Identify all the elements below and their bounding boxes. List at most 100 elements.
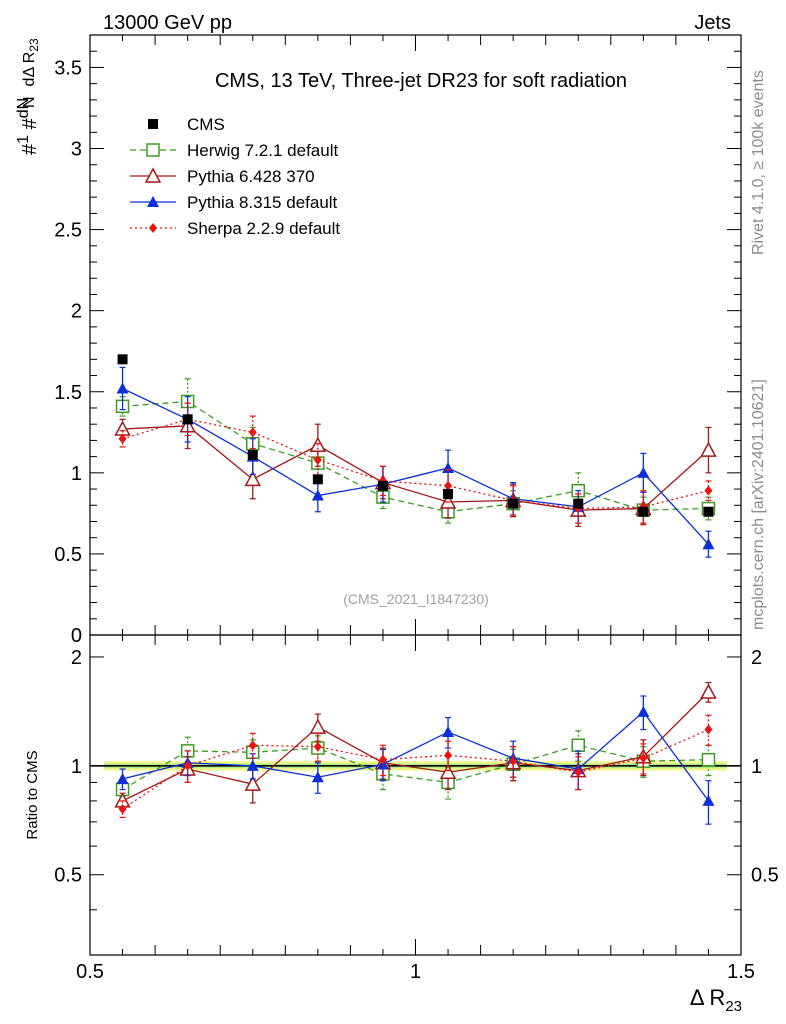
data-point (700, 441, 717, 457)
ratio-point (116, 772, 129, 784)
ratio-point (444, 750, 453, 761)
ratio-point (248, 740, 257, 751)
legend-marker (146, 143, 160, 157)
ratio-series-group (114, 681, 717, 825)
header-beam: 13000 GeV pp (103, 12, 232, 34)
ratio-point (378, 754, 387, 765)
legend-label: Herwig 7.2.1 default (187, 141, 338, 160)
x-axis-label: Δ R23 (690, 985, 742, 1015)
ratio-point (700, 683, 717, 699)
legend-item-2: Pythia 8.315 default (130, 193, 338, 212)
ratio-series-3 (118, 714, 713, 819)
ratio-tick-label: 0.5 (54, 865, 82, 887)
series-3 (118, 402, 713, 524)
ratio-y-axis-label: Ratio to CMS (24, 750, 41, 839)
series-line (122, 425, 709, 511)
ratio-point (313, 741, 322, 752)
y-axis-label-denominator: NdΔ R23 (21, 38, 41, 108)
ratio-line (122, 744, 709, 791)
cms-data-point (377, 480, 388, 491)
y-axis-label: #1 #dN NdΔ R23 (15, 38, 41, 155)
legend-item-0: Herwig 7.2.1 default (130, 141, 338, 160)
ratio-tick-label: 1 (71, 756, 82, 778)
ratio-tick-label-right: 2 (751, 647, 762, 669)
y-tick-label: 3 (71, 139, 82, 161)
rivet-version-label: Rivet 4.1.0, ≥ 100k events (750, 70, 767, 255)
legend-marker-cms (148, 119, 158, 129)
x-tick-label: 1 (410, 961, 421, 983)
data-point (313, 454, 322, 465)
ratio-point (442, 726, 455, 738)
legend-marker (147, 196, 159, 207)
y-tick-label: 3.5 (54, 57, 82, 79)
ratio-line (122, 710, 709, 802)
series-line (122, 418, 709, 510)
legend-label: Sherpa 2.2.9 default (187, 219, 340, 238)
ratio-point (571, 738, 585, 753)
x-tick-label: 0.5 (76, 961, 104, 983)
header-process: Jets (694, 12, 731, 34)
y-axis-label-text: #1 #dN (15, 98, 41, 155)
y-tick-label: 1.5 (54, 382, 82, 404)
legend-label: Pythia 8.315 default (187, 193, 338, 212)
y-tick-label: 0 (71, 625, 82, 647)
ratio-point (509, 756, 518, 767)
data-point (116, 382, 129, 394)
ratio-point (637, 705, 650, 717)
data-point (248, 427, 257, 438)
ratio-point (574, 767, 583, 778)
data-point (244, 470, 262, 487)
cms-data-point (703, 506, 714, 517)
ratio-point (701, 752, 716, 767)
cms-data-point (573, 498, 584, 509)
cms-data-point (443, 488, 454, 499)
series-2 (116, 366, 715, 558)
ratio-line (122, 728, 709, 810)
legend-marker (144, 167, 162, 183)
legend-item-1: Pythia 6.428 370 (130, 167, 315, 186)
cms-data-point (508, 498, 519, 509)
ratio-point (118, 803, 127, 814)
cms-data-point (247, 450, 258, 460)
data-point (311, 489, 324, 501)
data-point (704, 485, 713, 496)
ratio-point (309, 718, 327, 734)
ratio-point (639, 753, 648, 764)
ratio-point (183, 760, 192, 771)
series-0 (115, 378, 716, 524)
ratio-series-1 (114, 681, 717, 810)
data-point (118, 433, 127, 444)
series-line (122, 387, 709, 545)
ratio-point (246, 759, 259, 771)
analysis-id: (CMS_2021_I1847230) (343, 591, 489, 607)
ratio-point (244, 775, 262, 791)
cms-data-point (312, 474, 323, 485)
legend-marker (149, 223, 157, 233)
y-tick-label: 2.5 (54, 220, 82, 242)
cms-data-point (117, 354, 128, 365)
ratio-plot-frame (89, 634, 742, 956)
ratio-point (311, 771, 324, 783)
data-point (442, 461, 455, 473)
ratio-tick-label: 2 (71, 647, 82, 669)
data-point (637, 466, 650, 478)
ratio-point (439, 763, 457, 780)
legend: CMS Herwig 7.2.1 default Pythia 6.428 370 P… (130, 115, 340, 238)
cms-data-point (638, 506, 649, 517)
x-tick-label: 1.5 (727, 961, 755, 983)
legend-item-cms: CMS (148, 115, 225, 134)
mcplots-source-label: mcplots.cern.ch [arXiv:2401.10621] (750, 379, 767, 630)
chart-title: CMS, 13 TeV, Three-jet DR23 for soft rad… (215, 70, 627, 92)
cms-data (117, 354, 714, 517)
axis-ticks: 0 0.5 1 1.5 2 2.5 3 3.5 0.5 0.5 1 1 2 2 0.5 1 1.5 (54, 34, 779, 983)
y-tick-label: 1 (71, 463, 82, 485)
legend-label-cms: CMS (187, 115, 225, 134)
series-1 (114, 402, 717, 527)
ratio-tick-label-right: 0.5 (751, 865, 779, 887)
x-axis-label-text: Δ R23 (690, 985, 742, 1015)
legend-item-3: Sherpa 2.2.9 default (130, 219, 340, 238)
data-uncertainty-band (90, 761, 741, 771)
ratio-line (122, 691, 709, 802)
